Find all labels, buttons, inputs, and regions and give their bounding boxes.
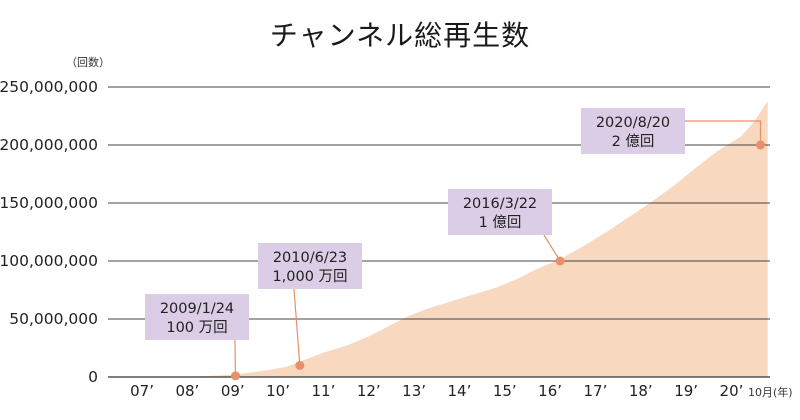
milestone-point bbox=[295, 360, 305, 370]
y-tick-label: 100,000,000 bbox=[0, 252, 98, 270]
milestone-point bbox=[230, 371, 240, 381]
milestone-callout: 2020/8/20 2 億回 bbox=[581, 108, 765, 154]
x-tick-label: 12’ bbox=[357, 382, 381, 400]
y-tick-label: 0 bbox=[88, 368, 98, 386]
milestone-point bbox=[555, 256, 565, 266]
callout-date: 2016/3/22 bbox=[463, 196, 537, 212]
x-tick-label: 10’ bbox=[266, 382, 290, 400]
x-tick-label: 07’ bbox=[130, 382, 154, 400]
x-tick-label: 08’ bbox=[175, 382, 199, 400]
x-tick-label: 16’ bbox=[538, 382, 562, 400]
callout-leader-line bbox=[685, 120, 762, 145]
callout-label: 2 億回 bbox=[612, 133, 655, 150]
callout-box bbox=[581, 108, 685, 154]
callout-label: 100 万回 bbox=[166, 319, 227, 336]
callout-box bbox=[258, 243, 362, 289]
callout-label: 1,000 万回 bbox=[272, 268, 347, 285]
x-tick-label: 18’ bbox=[629, 382, 653, 400]
callout-leader-line bbox=[293, 288, 301, 366]
callout-label: 1 億回 bbox=[479, 214, 522, 231]
x-tick-label: 13’ bbox=[402, 382, 426, 400]
callout-box bbox=[145, 294, 249, 340]
milestone-callout: 2009/1/24 100 万回 bbox=[145, 294, 249, 381]
callout-box bbox=[448, 189, 552, 235]
y-tick-label: 250,000,000 bbox=[0, 78, 98, 96]
callout-date: 2010/6/23 bbox=[273, 250, 347, 266]
x-tick-label: 11’ bbox=[311, 382, 335, 400]
y-axis-unit-label: （回数） bbox=[66, 56, 110, 69]
x-tick-label: 19’ bbox=[674, 382, 698, 400]
x-tick-label: 15’ bbox=[493, 382, 517, 400]
x-tick-label: 17’ bbox=[584, 382, 608, 400]
milestone-callout: 2010/6/23 1,000 万回 bbox=[258, 243, 362, 370]
y-tick-label: 200,000,000 bbox=[0, 136, 98, 154]
y-tick-label: 150,000,000 bbox=[0, 194, 98, 212]
x-tick-label: 20’ bbox=[720, 382, 744, 400]
milestone-point bbox=[755, 140, 765, 150]
y-tick-label: 50,000,000 bbox=[9, 310, 98, 328]
callout-date: 2009/1/24 bbox=[160, 301, 234, 317]
x-tick-label: 14’ bbox=[448, 382, 472, 400]
area-series bbox=[178, 100, 768, 378]
milestone-callout: 2016/3/22 1 億回 bbox=[448, 189, 565, 266]
callout-date: 2020/8/20 bbox=[596, 115, 670, 131]
x-axis-unit-label: 10月(年) bbox=[748, 385, 793, 399]
callout-leader-line bbox=[543, 234, 561, 262]
chart-title: チャンネル総再生数 bbox=[269, 19, 531, 52]
x-tick-label: 09’ bbox=[221, 382, 245, 400]
